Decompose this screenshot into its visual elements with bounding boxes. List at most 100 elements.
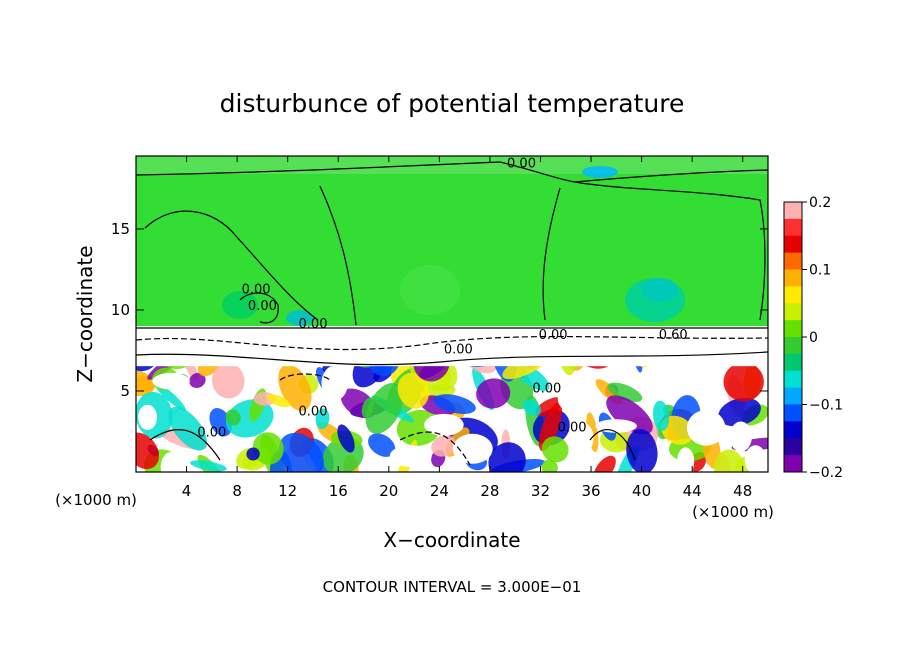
plume-cell [535,397,564,417]
contour-label: 0.00 [242,283,271,298]
contour-label: 0.60 [659,328,688,343]
x-tick-label: 44 [683,482,702,500]
plume-cell [433,394,476,414]
plume-cell [541,436,569,463]
contour-label: 0.00 [248,299,277,314]
colorbar-swatch [784,421,802,439]
x-tick-label: 28 [480,482,499,500]
contour-small-loop [239,292,279,324]
contour-inversion-2 [136,351,768,366]
x-tick-label: 48 [733,482,752,500]
x-unit-right: (×1000 m) [692,503,774,521]
colorbar-swatch [784,337,802,355]
plume-cell [190,460,227,472]
contour-lower-a [279,373,331,381]
plume-cell [607,382,643,403]
plume-cell [606,395,653,435]
plume-cell [476,378,511,409]
contour-label: 0.00 [539,328,568,343]
contour-right-plume [542,181,766,321]
colorbar-ticks: 0.2 0.1 0 −0.1 −0.2 [802,195,843,481]
contour-inversion-1 [136,335,768,351]
x-unit-left: (×1000 m) [55,491,137,509]
plume-cell [365,383,404,434]
contour-lower-d [589,429,636,461]
contour-labels: 0.000.000.000.000.000.00 0.600.000.000.00… [197,156,687,440]
colorbar-tick-label: 0.1 [809,263,831,279]
contour-lower-c [399,431,471,466]
field-blob [582,166,618,178]
plume-cell [368,433,396,457]
colorbar-swatch [784,320,802,338]
colorbar-swatch [784,303,802,321]
neutral-cell [321,365,348,401]
plume-cell [626,429,658,472]
colorbar-swatch [784,235,802,254]
contour-label: 0.00 [299,404,328,419]
colorbar-swatch [784,387,802,406]
x-axis: 4 8 12 16 20 24 28 32 36 40 44 48 [182,156,752,500]
x-tick-label: 36 [581,482,600,500]
field-blob [400,265,460,315]
plume-cell [718,397,761,427]
colorbar-tick-label: 0.2 [809,195,831,211]
contour-lines [136,161,768,466]
colorbar-swatch [784,269,802,287]
neutral-cell [686,410,726,446]
neutral-cell [564,382,584,408]
plume-cell [652,400,670,431]
plot-area: 0.000.000.000.000.000.00 0.600.000.000.00… [136,156,768,472]
y-axis: 5 10 15 [111,220,768,400]
neutral-cell [389,445,432,467]
plume-cell [713,449,744,472]
plume-cell [252,432,284,465]
neutral-cell [569,422,594,455]
contour-top [136,161,768,183]
x-tick-label: 20 [379,482,398,500]
colorbar-swatch [784,218,802,237]
plume-cell [337,424,355,453]
contour-left-plume [144,185,357,326]
plume-cell [189,372,206,388]
plume-cell [593,455,616,472]
colorbar [784,202,802,473]
colorbar-swatch [784,370,802,389]
plume-cell [278,364,312,411]
neutral-cell [744,445,767,472]
colorbar-swatch [784,286,802,304]
x-tick-label: 40 [632,482,651,500]
upper-layer-features [136,156,768,326]
contour-label: 0.00 [197,425,226,440]
neutral-cell [677,447,695,472]
plume-cell [168,406,207,451]
y-tick-label: 5 [120,382,130,400]
contour-label: 0.00 [299,317,328,332]
plume-cell [315,408,330,430]
colorbar-swatch [784,455,802,473]
field-blob [642,278,678,302]
plume-cell [431,435,456,457]
x-tick-label: 8 [232,482,242,500]
x-tick-label: 12 [278,482,297,500]
colorbar-swatch [784,353,802,372]
x-tick-label: 32 [531,482,550,500]
x-axis-label: X−coordinate [383,528,520,552]
plume-cell [246,447,260,461]
contour-label: 0.00 [507,156,536,171]
chart-title: disturbunce of potential temperature [220,89,685,118]
colorbar-tick-label: −0.1 [809,398,843,414]
lower-layer-features [136,326,768,472]
plume-cell [538,402,563,452]
neutral-cell [138,404,158,430]
neutral-cell [729,421,752,452]
contour-lower-b [149,429,221,461]
colorbar-swatch [784,252,802,271]
plume-cell [136,432,160,470]
neutral-cell [424,413,464,436]
neutral-cell [687,381,711,397]
plume-cell [488,442,526,472]
plume-cell [397,372,429,409]
neutral-cell [452,433,493,464]
field-blob [286,310,314,326]
x-tick-label: 4 [182,482,192,500]
